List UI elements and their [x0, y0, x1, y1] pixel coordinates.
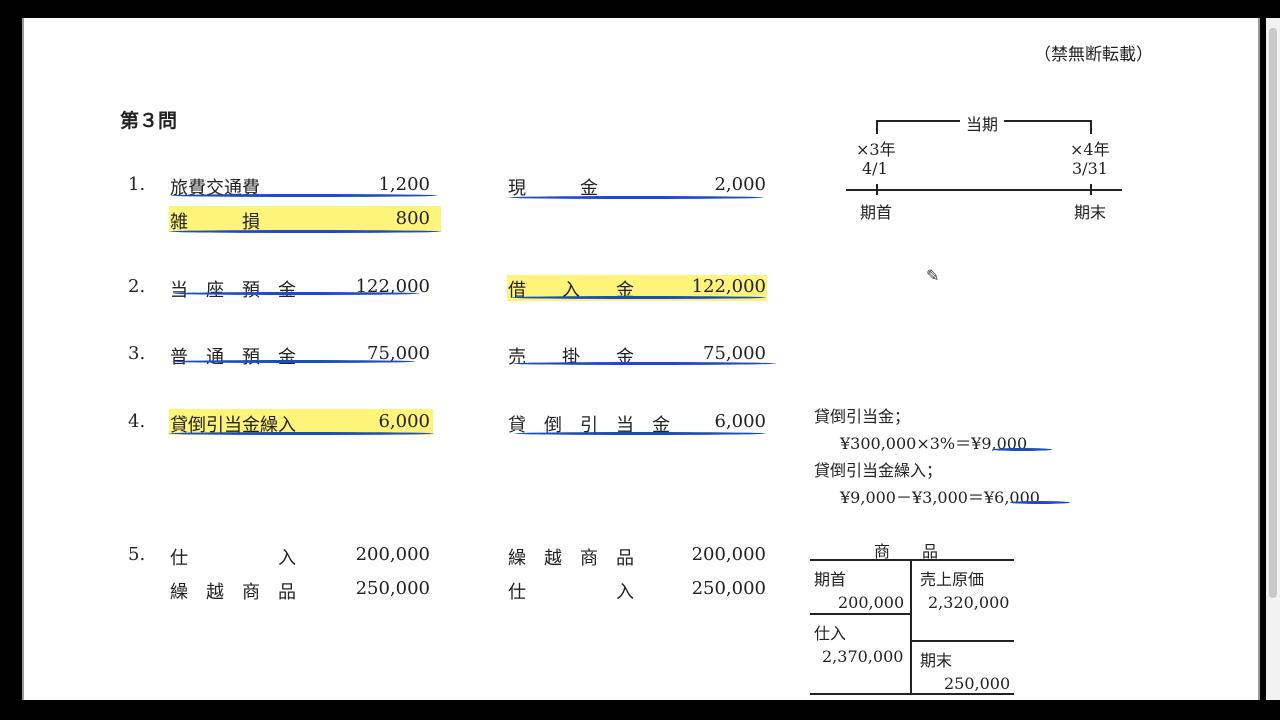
credit-amount: 2,000: [714, 174, 766, 195]
debit-amount: 75,000: [367, 343, 430, 364]
t-right-label: 売上原価: [920, 570, 985, 589]
credit-account: 仕 入: [508, 582, 634, 603]
pen-underline: [172, 360, 416, 363]
pen-underline: [992, 448, 1052, 451]
entry-number: 5.: [128, 544, 146, 565]
t-right-label: 期末: [920, 651, 953, 670]
start-label: 期首: [860, 203, 893, 222]
highlight: [169, 206, 441, 232]
provision-label: 貸倒引当金繰入；: [814, 461, 943, 480]
debit-account: 繰 越 商 品: [170, 582, 296, 603]
debit-account: 雑 損: [170, 212, 260, 233]
debit-amount: 6,000: [378, 411, 430, 432]
credit-account: 貸 倒 引 当 金: [508, 415, 670, 436]
rule-line: [1090, 120, 1092, 134]
t-right-amount: 2,320,000: [928, 593, 1010, 612]
pen-underline: [1010, 501, 1070, 504]
allowance-label: 貸倒引当金；: [814, 407, 911, 426]
pen-underline: [172, 292, 420, 295]
highlight: [169, 409, 433, 435]
rule-line: [876, 120, 960, 122]
debit-account: 普 通 預 金: [170, 347, 296, 368]
start-date: 4/1: [862, 159, 888, 178]
pen-underline: [169, 230, 441, 233]
credit-amount: 75,000: [703, 343, 766, 364]
credit-amount: 6,000: [714, 411, 766, 432]
credit-account: 売 掛 金: [508, 347, 634, 368]
t-left-amount: 2,370,000: [822, 647, 904, 666]
entry-number: 2.: [128, 276, 146, 297]
end-year: ×4年: [1070, 140, 1110, 159]
rule-line: [876, 120, 878, 134]
t-right-amount: 250,000: [944, 674, 1011, 693]
credit-amount: 200,000: [691, 544, 766, 565]
provision-result: ¥6,000: [983, 488, 1040, 507]
rule-line: [810, 693, 1014, 695]
scrollbar[interactable]: [1266, 18, 1280, 700]
pen-underline: [512, 362, 776, 365]
end-date: 3/31: [1072, 159, 1108, 178]
entry-number: 3.: [128, 343, 146, 364]
debit-amount: 800: [395, 208, 430, 229]
t-left-amount: 200,000: [838, 593, 905, 612]
copyright-notice: （禁無断転載）: [1034, 45, 1153, 65]
rule-line: [910, 559, 912, 695]
t-account-title: 商 品: [874, 542, 939, 561]
end-label: 期末: [1074, 203, 1107, 222]
credit-account: 繰 越 商 品: [508, 548, 634, 569]
rule-line: [912, 640, 1014, 642]
rule-line: [876, 184, 878, 195]
debit-amount: 200,000: [355, 544, 430, 565]
rule-line: [1004, 120, 1092, 122]
entry-number: 1.: [128, 174, 146, 195]
debit-account: 当 座 預 金: [170, 280, 296, 301]
allowance-calc: ¥300,000×3%＝: [840, 434, 972, 453]
document-page: （禁無断転載） 第３問 1. 旅費交通費 1,200 現 金 2,000 雑 損…: [22, 18, 1260, 700]
rule-line: [846, 189, 1122, 191]
debit-amount: 250,000: [355, 578, 430, 599]
credit-amount: 250,000: [691, 578, 766, 599]
scrollbar-thumb[interactable]: [1269, 28, 1277, 598]
entry-number: 4.: [128, 411, 146, 432]
pen-underline: [170, 194, 438, 197]
t-left-label: 仕入: [814, 624, 847, 643]
debit-account: 貸倒引当金繰入: [170, 415, 296, 436]
question-title: 第３問: [120, 110, 178, 132]
credit-amount: 122,000: [691, 276, 766, 297]
start-year: ×3年: [856, 140, 896, 159]
period-label: 当期: [966, 115, 999, 134]
pen-underline: [514, 432, 766, 435]
provision-calc: ¥9,000－¥3,000＝: [840, 488, 984, 507]
pen-underline: [508, 196, 764, 199]
rule-line: [810, 559, 1014, 561]
credit-account: 現 金: [508, 178, 598, 199]
debit-amount: 1,200: [378, 174, 430, 195]
pencil-cursor-icon: ✎: [926, 266, 940, 285]
t-left-label: 期首: [814, 570, 847, 589]
pen-underline: [510, 296, 766, 299]
pen-underline: [168, 432, 434, 435]
rule-line: [1090, 184, 1092, 195]
rule-line: [810, 613, 910, 615]
debit-account: 仕 入: [170, 548, 296, 569]
